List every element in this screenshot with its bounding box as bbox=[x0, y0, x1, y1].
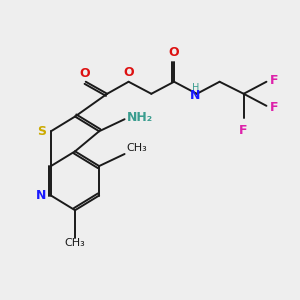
Text: NH₂: NH₂ bbox=[127, 111, 153, 124]
Text: O: O bbox=[79, 67, 90, 80]
Text: CH₃: CH₃ bbox=[126, 143, 147, 153]
Text: N: N bbox=[36, 189, 46, 202]
Text: F: F bbox=[239, 124, 248, 137]
Text: N: N bbox=[190, 88, 201, 102]
Text: O: O bbox=[123, 65, 134, 79]
Text: F: F bbox=[270, 101, 278, 114]
Text: F: F bbox=[270, 74, 278, 87]
Text: CH₃: CH₃ bbox=[65, 238, 85, 248]
Text: S: S bbox=[37, 125, 46, 138]
Text: O: O bbox=[169, 46, 179, 59]
Text: H: H bbox=[192, 83, 199, 93]
